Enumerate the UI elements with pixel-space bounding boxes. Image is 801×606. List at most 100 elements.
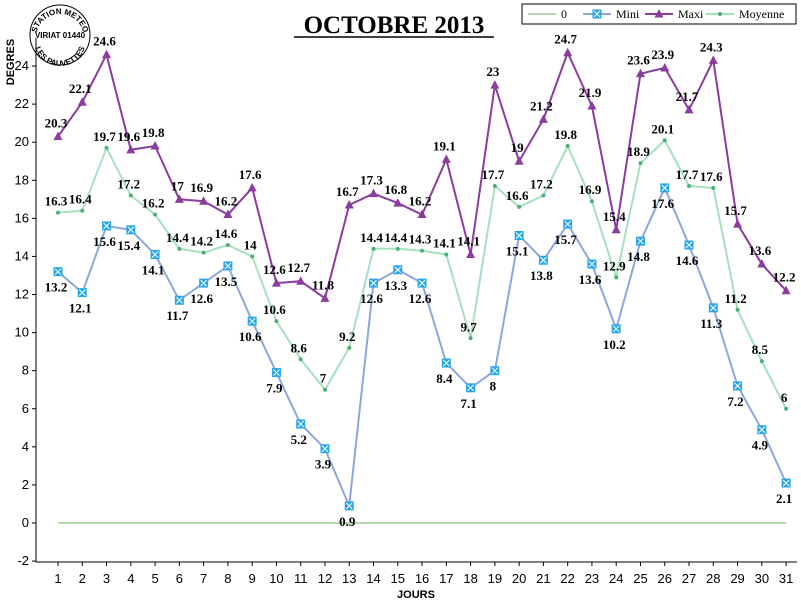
data-label-moyenne: 17.2 (117, 177, 140, 192)
data-label-maxi: 23.6 (627, 53, 650, 68)
data-label-maxi: 21.9 (579, 85, 602, 100)
data-point-moyenne (784, 406, 789, 411)
data-point-maxi (490, 80, 500, 89)
data-label-maxi: 20.3 (45, 115, 68, 130)
y-tick-label: 20 (15, 134, 29, 149)
data-label-moyenne: 14.1 (433, 236, 456, 251)
x-tick-label: 13 (342, 571, 356, 586)
data-point-moyenne (662, 138, 667, 143)
data-label-moyenne: 11.2 (725, 291, 747, 306)
data-point-mini (77, 288, 87, 298)
y-tick-label: 22 (15, 96, 29, 111)
data-point-moyenne (420, 248, 425, 253)
data-point-maxi (538, 114, 548, 123)
logo-line-2: VIRIAT 01440 (35, 31, 86, 40)
data-label-mini: 4.9 (752, 438, 769, 453)
data-label-mini: 13.6 (579, 272, 602, 287)
data-label-moyenne: 14.6 (215, 226, 238, 241)
y-tick-label: 8 (22, 363, 29, 378)
data-point-maxi (514, 156, 524, 165)
data-label-maxi: 17.6 (239, 167, 262, 182)
data-label-moyenne: 17.6 (700, 169, 723, 184)
y-tick-label: 2 (22, 477, 29, 492)
x-tick-label: 20 (512, 571, 526, 586)
legend-item-0: 0 (528, 7, 567, 21)
data-point-mini (150, 250, 160, 260)
data-label-mini: 14.8 (627, 249, 650, 264)
data-point-maxi (563, 47, 573, 57)
x-tick-label: 4 (127, 571, 134, 586)
data-label-moyenne: 16.6 (506, 188, 529, 203)
data-label-moyenne: 7 (320, 371, 327, 386)
logo-line-3: LES PAUVETTES (33, 45, 87, 69)
data-label-moyenne: 10.6 (263, 302, 286, 317)
data-point-maxi (466, 249, 476, 259)
data-point-moyenne (250, 254, 255, 259)
data-point-mini (684, 240, 694, 250)
data-point-maxi (417, 209, 427, 219)
data-point-maxi (757, 259, 767, 268)
legend-item-maxi: Maxi (645, 7, 704, 21)
data-label-maxi: 19.1 (433, 138, 456, 153)
svg-text:LES PAUVETTES: LES PAUVETTES (33, 45, 87, 69)
x-tick-label: 14 (366, 571, 380, 586)
data-label-moyenne: 19.8 (554, 127, 577, 142)
data-point-maxi (684, 104, 694, 114)
legend-label: Mini (616, 7, 640, 21)
data-label-moyenne: 12.9 (603, 258, 626, 273)
data-point-mini (781, 478, 791, 488)
data-point-mini (563, 219, 573, 229)
data-point-maxi (660, 62, 670, 72)
data-label-moyenne: 18.9 (627, 144, 650, 159)
data-label-mini: 17.6 (651, 196, 674, 211)
data-point-maxi (369, 188, 379, 198)
data-point-moyenne (614, 275, 619, 280)
data-label-mini: 7.9 (266, 381, 283, 396)
data-point-maxi (781, 285, 791, 295)
data-label-mini: 8 (490, 379, 497, 394)
data-point-mini (514, 230, 524, 240)
data-point-moyenne (711, 185, 716, 190)
data-label-maxi: 21.7 (676, 89, 699, 104)
station-logo: STATION METEO VIRIAT 01440 LES PAUVETTES (29, 4, 91, 69)
data-label-mini: 12.6 (409, 291, 432, 306)
data-point-maxi (150, 141, 160, 150)
data-label-mini: 2.1 (776, 491, 792, 506)
data-label-mini: 14.1 (142, 263, 165, 278)
data-point-maxi (611, 224, 621, 234)
data-label-mini: 15.6 (93, 234, 116, 249)
data-point-moyenne (80, 208, 85, 213)
data-label-mini: 11.7 (166, 308, 189, 323)
x-tick-label: 18 (463, 571, 477, 586)
legend: 0 Mini Maxi Moyenne (521, 3, 797, 25)
y-tick-label: 18 (15, 172, 29, 187)
y-tick-label: -2 (17, 553, 29, 568)
data-label-maxi: 13.6 (748, 243, 771, 258)
logo-line-1: STATION METEO (30, 7, 90, 34)
data-point-mini (126, 225, 136, 235)
data-point-moyenne (444, 252, 449, 257)
data-label-maxi: 12.2 (773, 270, 796, 285)
data-point-maxi (393, 198, 403, 207)
data-point-mini (660, 183, 670, 193)
data-point-moyenne (128, 193, 133, 198)
data-point-mini (757, 425, 767, 435)
data-point-maxi (271, 278, 281, 287)
data-point-maxi (587, 101, 597, 110)
data-point-moyenne (371, 246, 376, 251)
data-label-maxi: 12.6 (263, 262, 286, 277)
data-point-mini (344, 501, 354, 511)
y-tick-label: 12 (15, 287, 29, 302)
data-label-moyenne: 16.2 (142, 196, 165, 211)
data-point-mini (393, 265, 403, 275)
data-label-mini: 12.6 (360, 291, 383, 306)
data-label-maxi: 16.2 (409, 194, 432, 209)
data-label-maxi: 21.2 (530, 98, 553, 113)
data-point-moyenne (589, 199, 594, 204)
data-label-maxi: 16.8 (384, 182, 407, 197)
legend-marker (592, 9, 602, 19)
data-point-maxi (708, 55, 718, 64)
data-point-maxi (733, 219, 743, 228)
legend-label: Moyenne (739, 7, 784, 21)
x-tick-label: 2 (79, 571, 86, 586)
